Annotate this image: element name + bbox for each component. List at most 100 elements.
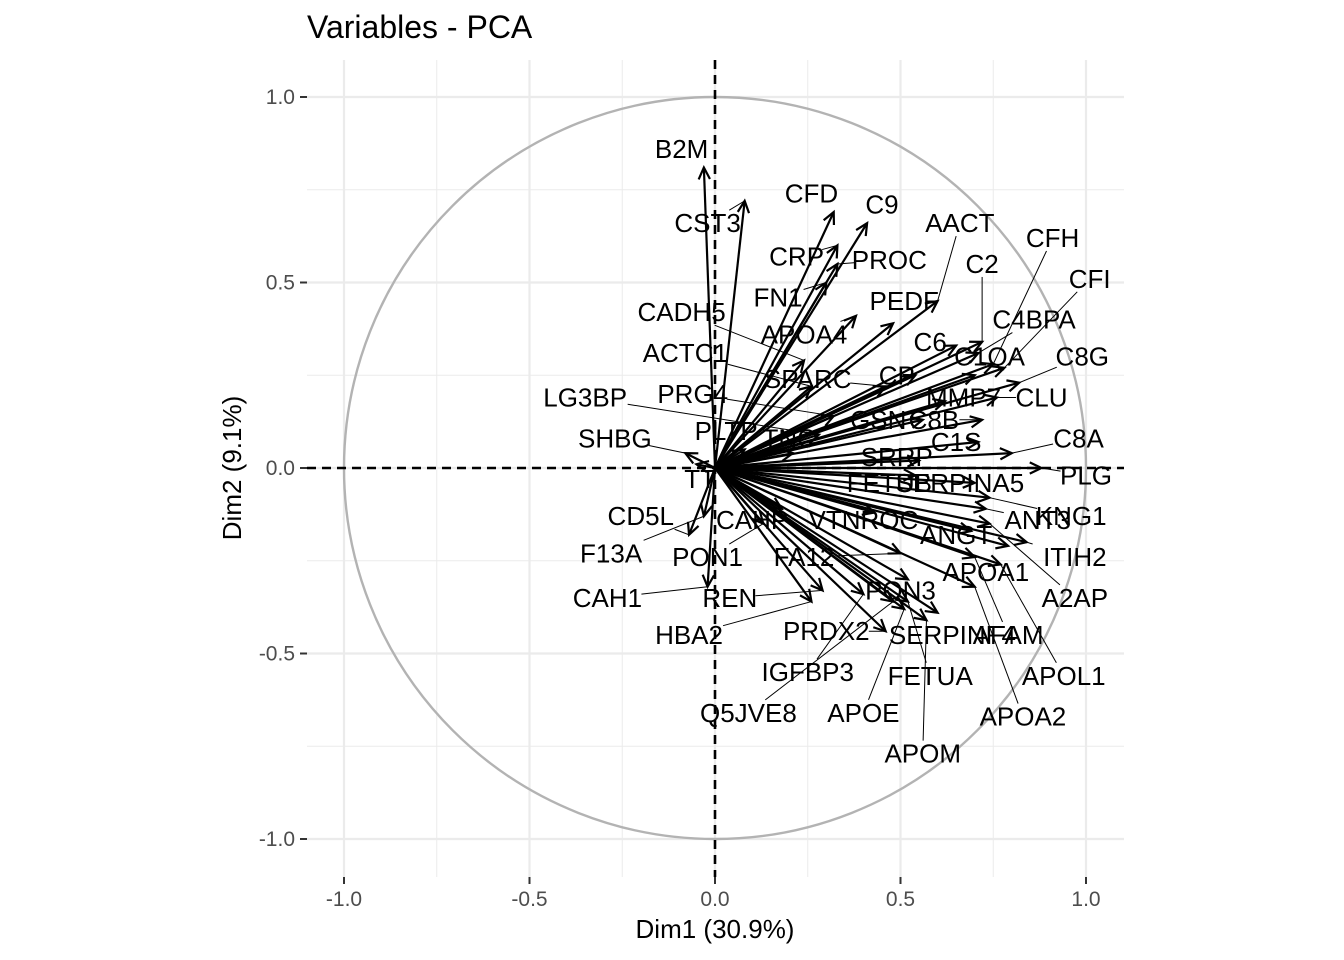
y-tick-label: 1.0 [266,86,295,109]
label-APOL1: APOL1 [1022,661,1106,691]
leader-SHBG [648,444,686,454]
label-APOA2: APOA2 [980,702,1067,732]
label-PON3: PON3 [865,575,936,605]
leader-PLG [1041,467,1061,472]
label-C4BPA: C4BPA [992,305,1076,335]
arrow-PLTP [714,448,747,469]
arrow-C1QA [714,372,978,470]
label-IGFBP3: IGFBP3 [762,657,854,687]
label-KNG1: KNG1 [1036,501,1107,531]
label-CFI: CFI [1069,264,1111,294]
label-FN1: FN1 [754,282,803,312]
leader-APOE [868,608,905,701]
label-SERPINA5: SERPINA5 [896,468,1025,498]
label-HBA2: HBA2 [655,620,723,650]
x-tick-label: -0.5 [511,888,547,911]
x-tick-label: -1.0 [326,888,362,911]
label-AACT: AACT [925,208,994,238]
label-SRRP: SRRP [861,442,933,472]
leader-HBA2 [722,601,812,627]
axes: -1.0 -0.5 0.0 0.5 1.0 -1.0 -0.5 0.0 0.5 1.0 [259,86,1101,911]
arrow-TT [693,459,716,474]
arrow-SERPINF4 [714,467,940,615]
label-ANT3: ANT3 [1005,505,1071,535]
label-PLG: PLG [1060,460,1112,490]
arrow-C1S [714,436,981,470]
label-leader-lines [627,200,1078,741]
label-A2AP: A2AP [1042,583,1109,613]
label-F13A: F13A [580,538,643,568]
leader-CADH5 [714,324,805,361]
label-CFD: CFD [785,178,838,208]
label-CLU: CLU [1015,383,1067,413]
variable-labels: B2M CST3 CFD C9 CRP PROC AACT CFH C2 CFI FN1 PEDF CA… [543,134,1112,769]
arrow-SRRP [714,454,922,470]
label-AFAM: AFAM [973,620,1044,650]
label-C9: C9 [865,190,898,220]
label-FETUA: FETUA [888,661,974,691]
leader-C8G [1019,366,1057,384]
y-tick-label: -1.0 [259,828,295,851]
leader-F13A [643,515,705,541]
x-tick-label: 1.0 [1071,888,1100,911]
label-C1S: C1S [931,427,982,457]
leader-FA12 [838,552,901,557]
y-tick-label: 0.0 [266,457,295,480]
arrow-CFD [714,209,836,469]
label-C8A: C8A [1053,423,1104,453]
label-CFH: CFH [1026,223,1079,253]
label-MMP7: MMP7 [926,383,1001,413]
arrow-MMP7 [714,397,948,470]
label-VTNROC: VTNROC [809,505,919,535]
label-PLTP: PLTP [695,416,758,446]
label-C6: C6 [914,327,947,357]
leader-C4BPA [978,332,1013,354]
label-PROC: PROC [852,245,927,275]
arrow-APOA1 [714,466,1011,550]
label-CAHP: CAHP [716,505,788,535]
leader-CD5L [674,528,690,536]
leader-SPARC [850,382,886,387]
x-tick-label: 0.0 [700,888,729,911]
leader-A2AP [989,523,1061,586]
leader-PRG4 [726,398,834,417]
label-C1QA: C1QA [954,342,1025,372]
label-APOM: APOM [884,739,961,769]
label-C2: C2 [965,249,998,279]
label-FA12: FA12 [774,542,835,572]
arrow-SERPINA5 [714,466,978,489]
leader-LG3BP [627,403,819,436]
label-CP: CP [879,360,915,390]
leader-CST3 [728,200,745,211]
leader-C8A [1011,443,1054,454]
label-C8G: C8G [1056,342,1109,372]
leader-APOL1 [1000,564,1057,664]
leader-AACT [937,236,957,302]
leader-Q5JVE8 [764,601,894,701]
label-ACTC1: ACTC1 [643,338,728,368]
leader-ANT3 [985,508,1004,514]
x-tick-label: 0.5 [886,888,915,911]
leader-FN1 [803,282,827,290]
label-PRG4: PRG4 [657,379,728,409]
label-SPARC: SPARC [764,364,852,394]
leader-AFAM [974,556,1003,623]
label-GSN: GSN [850,405,906,435]
chart-title: Variables - PCA [307,9,533,45]
label-CAH1: CAH1 [573,583,642,613]
label-TT: TT [684,464,716,494]
leader-FETUA [907,601,927,663]
label-ITIH2: ITIH2 [1043,542,1107,572]
arrow-TNC [714,448,796,470]
x-axis-title: Dim1 (30.9%) [636,914,795,944]
label-REN: REN [702,583,757,613]
label-SHBG: SHBG [578,423,652,453]
leader-PON1 [728,523,764,545]
y-axis-title: Dim2 (9.1%) [217,396,247,540]
leader-APOM [922,620,927,741]
leader-PROC [837,262,856,265]
label-APOA4: APOA4 [761,319,848,349]
leader-APOA4 [840,315,857,322]
label-APOA1: APOA1 [942,557,1029,587]
